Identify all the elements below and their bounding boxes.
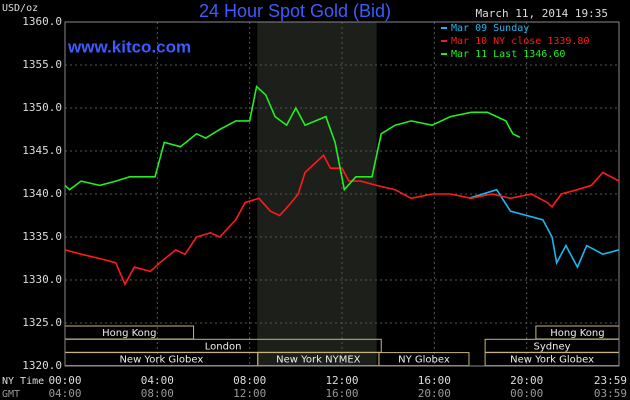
chart-title: 24 Hour Spot Gold (Bid): [199, 1, 391, 21]
x-tick-label: 16:00: [418, 374, 451, 387]
x-tick-label: 12:00: [325, 374, 358, 387]
session-label: New York Globex: [119, 355, 203, 366]
session-label: London: [205, 341, 242, 352]
plot-frame: [64, 21, 620, 367]
x2-tick-label: 08:00: [141, 387, 174, 400]
y-tick-label: 1330.0: [22, 273, 62, 286]
y-tick-label: 1355.0: [22, 58, 62, 71]
session-label: New York NYMEX: [276, 355, 361, 366]
x2-tick-label: 00:00: [510, 387, 543, 400]
x-tick-label: 20:00: [510, 374, 543, 387]
y-tick-label: 1320.0: [22, 359, 62, 372]
x-tick-label: 00:00: [48, 374, 81, 387]
x2-tick-label: 20:00: [418, 387, 451, 400]
session-label: New York Globex: [510, 355, 594, 366]
y-tick-label: 1345.0: [22, 144, 62, 157]
y-tick-label: 1325.0: [22, 316, 62, 329]
session-label: Hong Kong: [102, 328, 156, 339]
x-tick-label: 04:00: [141, 374, 174, 387]
x-axis-label: NY Time: [2, 376, 44, 387]
chart-date: March 11, 2014 19:35: [476, 7, 608, 20]
y-tick-label: 1360.0: [22, 15, 62, 28]
session-label: Hong Kong: [550, 328, 604, 339]
line: [64, 84, 521, 192]
y-tick-label: 1340.0: [22, 187, 62, 200]
watermark: www.kitco.com: [67, 37, 191, 56]
x2-tick-label: 12:00: [233, 387, 266, 400]
x-tick-label: 23:59: [594, 374, 627, 387]
session-label: NY Globex: [398, 355, 450, 366]
y-tick-label: 1350.0: [22, 101, 62, 114]
y-tick-label: 1335.0: [22, 230, 62, 243]
y-axis-label: USD/oz: [2, 3, 38, 14]
x2-tick-label: 04:00: [48, 387, 81, 400]
legend-label: Mar 11 Last 1346.60: [451, 49, 565, 60]
x2-tick-label: 16:00: [325, 387, 358, 400]
line: [64, 154, 620, 287]
x2-axis-label: GMT: [2, 389, 20, 400]
legend-label: Mar 10 NY close 1339.80: [451, 36, 589, 47]
x2-tick-label: 03:59: [594, 387, 627, 400]
session-label: Sydney: [534, 341, 571, 352]
line: [468, 188, 620, 269]
x-tick-label: 08:00: [233, 374, 266, 387]
legend-label: Mar 09 Sunday: [451, 23, 529, 34]
